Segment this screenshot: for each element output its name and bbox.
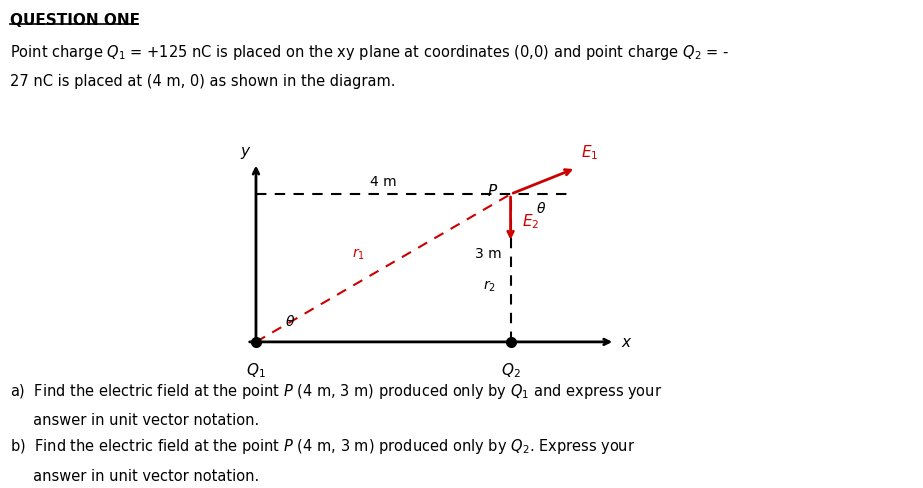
Text: $r_2$: $r_2$ [483,278,496,293]
Text: answer in unit vector notation.: answer in unit vector notation. [10,468,259,483]
Text: $r_1$: $r_1$ [353,246,366,261]
Text: $Q_1$: $Q_1$ [246,361,266,379]
Text: a)  Find the electric field at the point $P$ (4 m, 3 m) produced only by $Q_1$ a: a) Find the electric field at the point … [10,381,663,400]
Text: $Q_2$: $Q_2$ [500,361,521,379]
Text: 27 nC is placed at (4 m, 0) as shown in the diagram.: 27 nC is placed at (4 m, 0) as shown in … [10,74,396,89]
Text: x: x [621,335,630,350]
Text: QUESTION ONE: QUESTION ONE [10,14,140,28]
Text: 4 m: 4 m [370,175,397,189]
Text: b)  Find the electric field at the point $P$ (4 m, 3 m) produced only by $Q_2$. : b) Find the electric field at the point … [10,436,636,455]
Text: y: y [241,143,249,159]
Text: $\theta$: $\theta$ [285,314,295,328]
Text: answer in unit vector notation.: answer in unit vector notation. [10,412,259,427]
Text: 3 m: 3 m [474,247,501,261]
Text: $\theta$: $\theta$ [536,201,546,216]
Text: P: P [487,183,497,198]
Text: Point charge $Q_1$ = +125 nC is placed on the xy plane at coordinates (0,0) and : Point charge $Q_1$ = +125 nC is placed o… [10,42,730,61]
Text: $E_1$: $E_1$ [581,142,598,162]
Text: $E_2$: $E_2$ [522,212,540,231]
